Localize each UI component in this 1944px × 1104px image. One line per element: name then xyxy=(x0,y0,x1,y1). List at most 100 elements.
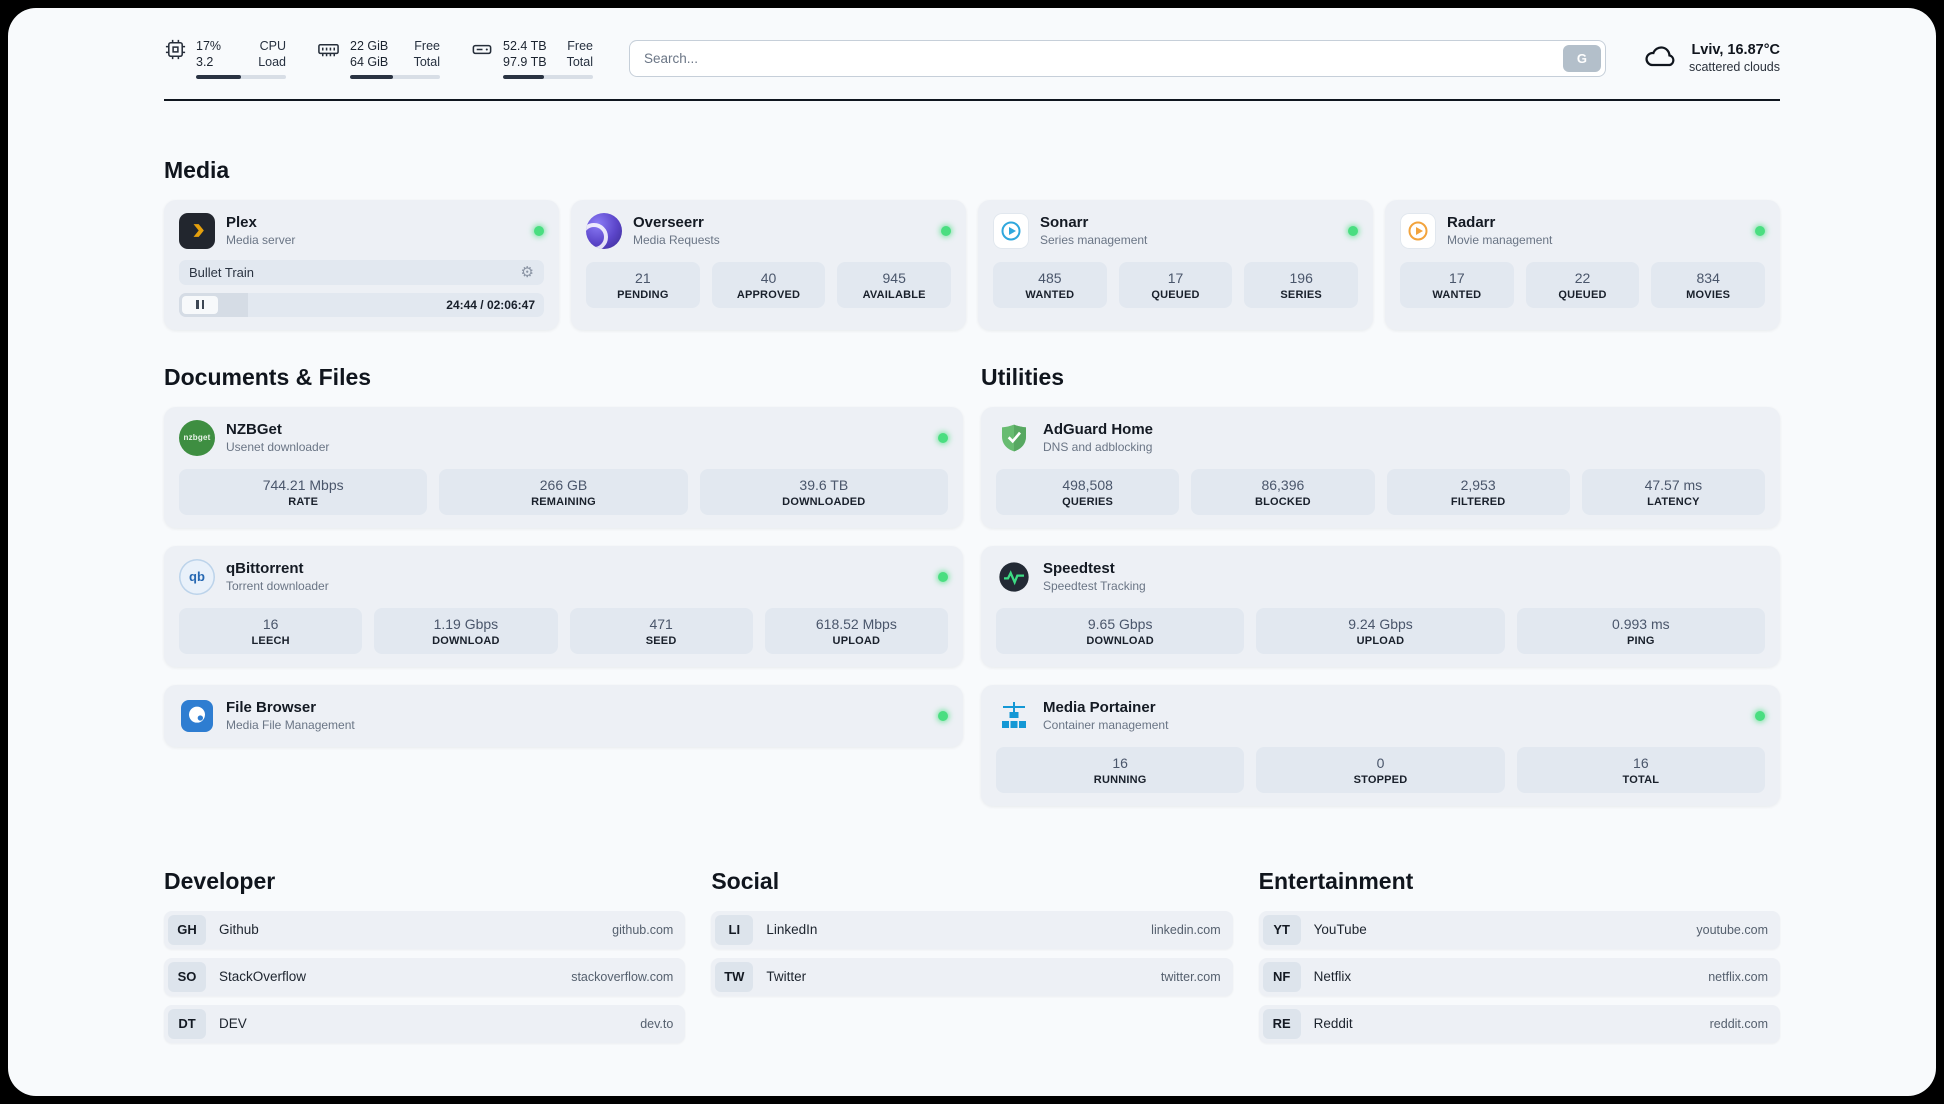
stat-value: 47.57 ms xyxy=(1644,476,1703,493)
disk-usage-bar xyxy=(503,74,593,79)
qbittorrent-card[interactable]: qb qBittorrent Torrent downloader 16 LEE… xyxy=(164,545,963,667)
cpu-usage-bar xyxy=(196,74,286,79)
disk-free: 52.4 TB xyxy=(503,39,547,53)
bookmark-github[interactable]: GH Github github.com xyxy=(164,910,686,949)
bookmark-abbr: SO xyxy=(168,961,206,992)
bookmark-url: dev.to xyxy=(640,1016,674,1031)
app-subtitle: Container management xyxy=(1043,718,1169,732)
stat-box: 618.52 Mbps UPLOAD xyxy=(764,607,948,654)
stat-box: 17 WANTED xyxy=(1400,261,1514,308)
app-name: Media Portainer xyxy=(1043,699,1156,716)
bookmark-stackoverflow[interactable]: SO StackOverflow stackoverflow.com xyxy=(164,957,686,996)
cloud-icon xyxy=(1642,41,1678,76)
disk-label-1: Free xyxy=(567,39,593,53)
stat-label: SEED xyxy=(645,634,677,647)
weather-condition: scattered clouds xyxy=(1688,60,1780,75)
bookmark-abbr: RE xyxy=(1262,1008,1301,1039)
section-entertainment: Entertainment YT YouTube youtube.com NF … xyxy=(1258,868,1780,1043)
stat-label: LATENCY xyxy=(1647,495,1700,508)
section-media: Media Plex Media server xyxy=(164,157,1780,330)
radarr-card[interactable]: Radarr Movie management 17 WANTED 22 QUE… xyxy=(1385,199,1780,330)
disk-usage-bar-fill xyxy=(503,74,545,79)
bookmark-abbr: YT xyxy=(1262,914,1301,945)
stat-value: 266 GB xyxy=(539,476,588,493)
bookmark-linkedin[interactable]: LI LinkedIn linkedin.com xyxy=(711,910,1233,949)
stat-label: RATE xyxy=(288,495,319,508)
app-subtitle: Speedtest Tracking xyxy=(1043,579,1146,593)
app-name: AdGuard Home xyxy=(1043,421,1154,438)
portainer-icon xyxy=(996,698,1032,734)
adguard-card[interactable]: AdGuard Home DNS and adblocking 498,508 … xyxy=(981,406,1780,528)
stat-box: 196 SERIES xyxy=(1244,261,1359,308)
stat-label: DOWNLOADED xyxy=(782,495,866,508)
stat-value: 0.993 ms xyxy=(1612,615,1670,632)
search-input[interactable] xyxy=(629,39,1606,77)
stat-label: LEECH xyxy=(251,634,290,647)
app-name: qBittorrent xyxy=(226,560,304,577)
stat-value: 16 xyxy=(1633,754,1649,771)
stat-label: WANTED xyxy=(1432,288,1482,301)
section-social: Social LI LinkedIn linkedin.com TW Twitt… xyxy=(711,868,1233,996)
app-subtitle: Media File Management xyxy=(226,718,355,732)
speedtest-icon xyxy=(996,559,1032,595)
stat-label: FILTERED xyxy=(1450,495,1506,508)
stat-value: 485 xyxy=(1038,269,1062,286)
stat-value: 471 xyxy=(649,615,673,632)
adguard-icon xyxy=(996,420,1032,456)
bookmark-reddit[interactable]: RE Reddit reddit.com xyxy=(1258,1004,1780,1043)
status-dot xyxy=(1755,225,1765,236)
stat-label: STOPPED xyxy=(1353,773,1408,786)
stat-box: 498,508 QUERIES xyxy=(996,468,1180,515)
stat-box: 266 GB REMAINING xyxy=(439,468,688,515)
bookmark-abbr: TW xyxy=(715,961,754,992)
disk-icon xyxy=(470,38,494,61)
stat-value: 196 xyxy=(1289,269,1313,286)
stat-value: 86,396 xyxy=(1261,476,1305,493)
overseerr-card[interactable]: Overseerr Media Requests 21 PENDING 40 A… xyxy=(571,199,966,330)
disk-metric: 52.4 TB Free 97.9 TB Total xyxy=(470,38,593,79)
app-subtitle: Movie management xyxy=(1447,233,1553,247)
pause-button[interactable] xyxy=(182,295,218,314)
cpu-percent: 17% xyxy=(196,39,222,53)
stat-label: QUERIES xyxy=(1062,495,1114,508)
bookmark-name: LinkedIn xyxy=(766,922,818,937)
stat-value: 498,508 xyxy=(1062,476,1113,493)
settings-gear-icon[interactable]: ⚙ xyxy=(520,263,534,281)
app-name: Radarr xyxy=(1447,214,1496,231)
stat-label: UPLOAD xyxy=(1356,634,1405,647)
weather-location: Lviv, 16.87°C xyxy=(1691,42,1780,59)
cpu-label-2: Load xyxy=(258,55,286,70)
bookmark-netflix[interactable]: NF Netflix netflix.com xyxy=(1258,957,1780,996)
memory-metric: 22 GiB Free 64 GiB Total xyxy=(316,38,440,79)
bookmark-url: github.com xyxy=(612,922,674,937)
status-dot xyxy=(938,710,948,721)
bookmark-url: linkedin.com xyxy=(1151,922,1221,937)
bookmark-abbr: NF xyxy=(1262,961,1301,992)
bookmark-name: Github xyxy=(219,922,259,937)
status-dot xyxy=(941,225,951,236)
search-engine-button[interactable]: G xyxy=(1562,44,1601,72)
stat-label: MOVIES xyxy=(1686,288,1731,301)
stat-label: PING xyxy=(1626,634,1655,647)
section-title-media: Media xyxy=(164,156,230,183)
stat-value: 22 xyxy=(1574,269,1591,286)
bookmark-youtube[interactable]: YT YouTube youtube.com xyxy=(1258,910,1780,949)
bookmark-abbr: GH xyxy=(168,914,206,945)
stat-box: 1.19 Gbps DOWNLOAD xyxy=(374,607,558,654)
sonarr-card[interactable]: Sonarr Series management 485 WANTED 17 Q… xyxy=(978,199,1373,330)
memory-total: 64 GiB xyxy=(350,55,389,70)
plex-card[interactable]: Plex Media server Bullet Train ⚙ 24:44 /… xyxy=(164,199,559,330)
portainer-card[interactable]: Media Portainer Container management 16 … xyxy=(981,684,1780,806)
bookmark-twitter[interactable]: TW Twitter twitter.com xyxy=(711,957,1233,996)
nzbget-card[interactable]: nzbget NZBGet Usenet downloader 744.21 M… xyxy=(164,406,963,528)
bookmark-name: StackOverflow xyxy=(219,969,307,984)
filebrowser-card[interactable]: File Browser Media File Management xyxy=(164,684,963,747)
memory-free: 22 GiB xyxy=(350,39,389,53)
bookmark-url: youtube.com xyxy=(1696,922,1768,937)
bookmark-name: Reddit xyxy=(1313,1016,1353,1031)
playback-progress-bar[interactable]: 24:44 / 02:06:47 xyxy=(179,292,544,317)
bookmark-dev[interactable]: DT DEV dev.to xyxy=(164,1004,686,1043)
overseerr-icon xyxy=(586,212,622,249)
speedtest-card[interactable]: Speedtest Speedtest Tracking 9.65 Gbps D… xyxy=(981,545,1780,667)
section-developer: Developer GH Github github.com SO StackO… xyxy=(164,868,686,1043)
